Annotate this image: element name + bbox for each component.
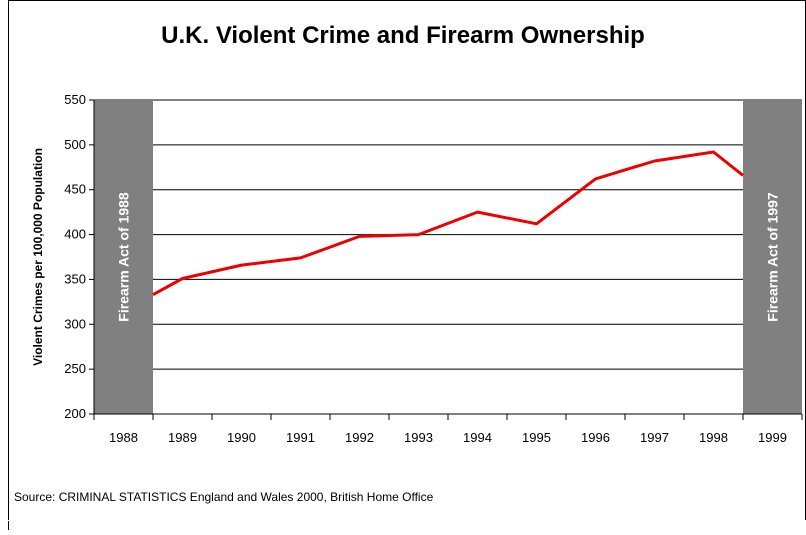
x-tick-label: 1992 bbox=[345, 430, 374, 445]
annotation-bands: Firearm Act of 1988 Firearm Act of 1997 bbox=[94, 100, 802, 414]
annotation-label: Firearm Act of 1988 bbox=[116, 192, 132, 322]
axes: 200 250 300 350 400 450 500 550 1988 1989 1990 1991… bbox=[64, 92, 803, 445]
y-tick-label: 350 bbox=[64, 271, 86, 286]
grid-lines bbox=[94, 99, 802, 370]
annotation-band bbox=[94, 100, 153, 414]
x-tick-label: 1991 bbox=[286, 430, 315, 445]
x-tick-label: 1988 bbox=[109, 430, 138, 445]
x-tick-label: 1990 bbox=[227, 430, 256, 445]
y-tick-label: 550 bbox=[64, 92, 86, 107]
x-tick-label: 1997 bbox=[640, 430, 669, 445]
x-tick-label: 1995 bbox=[522, 430, 551, 445]
y-tick-label: 250 bbox=[64, 361, 86, 376]
x-tick-label: 1999 bbox=[758, 430, 787, 445]
annotation-band bbox=[743, 100, 802, 414]
chart-title: U.K. Violent Crime and Firearm Ownership bbox=[161, 22, 645, 49]
x-tick-label: 1998 bbox=[699, 430, 728, 445]
source-note: Source: CRIMINAL STATISTICS England and … bbox=[14, 490, 434, 504]
y-axis-label: Violent Crimes per 100,000 Population bbox=[31, 148, 45, 366]
y-tick-label: 300 bbox=[64, 316, 86, 331]
y-tick-label: 200 bbox=[64, 406, 86, 421]
bottom-edge-mark bbox=[8, 521, 9, 530]
x-tick-label: 1993 bbox=[404, 430, 433, 445]
series-line bbox=[152, 150, 744, 297]
y-tick-label: 400 bbox=[64, 227, 86, 242]
x-tick-label: 1996 bbox=[581, 430, 610, 445]
y-tick-label: 500 bbox=[64, 137, 86, 152]
x-tick-label: 1994 bbox=[463, 430, 492, 445]
y-tick-label: 450 bbox=[64, 182, 86, 197]
series-lines bbox=[152, 150, 744, 297]
x-tick-label: 1989 bbox=[168, 430, 197, 445]
annotation-label: Firearm Act of 1997 bbox=[765, 192, 781, 322]
